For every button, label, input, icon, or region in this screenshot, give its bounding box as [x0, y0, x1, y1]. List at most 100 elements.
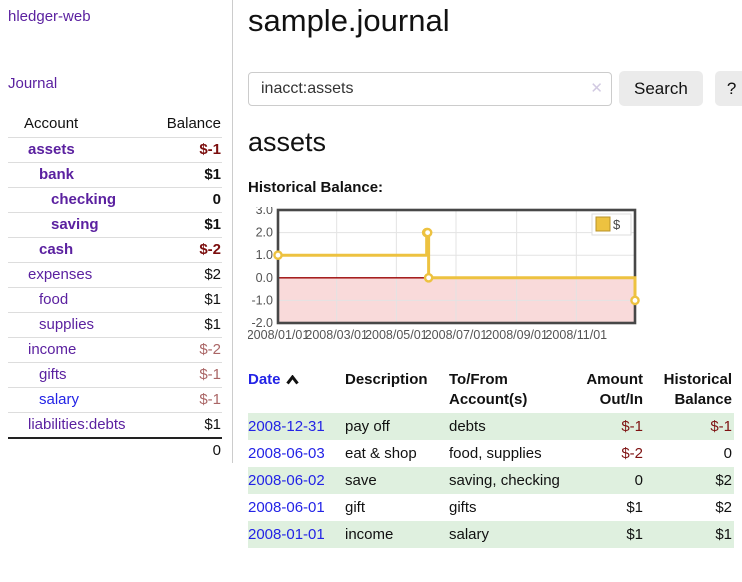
account-balance: $1: [141, 162, 222, 188]
register-row: 2008-06-01 gift gifts $1 $2: [248, 494, 734, 521]
txn-accounts: gifts: [449, 499, 477, 516]
svg-text:2008/09/01: 2008/09/01: [485, 328, 548, 342]
txn-accounts: food, supplies: [449, 445, 542, 462]
txn-description: eat & shop: [345, 445, 417, 462]
accounts-col-balance: Balance: [166, 115, 221, 132]
account-link-cash[interactable]: cash: [39, 241, 74, 258]
account-link-salary[interactable]: salary: [39, 391, 80, 408]
account-row: cash $-2: [8, 237, 222, 263]
register-row: 2008-01-01 income salary $1 $1: [248, 521, 734, 548]
txn-balance: $-1: [645, 413, 734, 440]
register-header-row: Date Description To/From Account(s) Amou…: [248, 367, 734, 413]
account-balance: 0: [141, 187, 222, 213]
account-balance: $1: [141, 412, 222, 438]
account-balance: $-2: [141, 337, 222, 363]
svg-text:$: $: [613, 217, 621, 232]
txn-amount: $1: [571, 521, 645, 548]
txn-balance: $2: [645, 467, 734, 494]
search-bar: ✕ Search ?: [248, 71, 742, 106]
register-col-account: To/From Account(s): [449, 371, 528, 408]
account-balance: $1: [141, 287, 222, 313]
account-link-liabilities-debts[interactable]: liabilities:debts: [28, 416, 126, 433]
txn-date-link[interactable]: 2008-06-03: [248, 445, 325, 462]
account-balance: $-1: [141, 387, 222, 413]
txn-amount: $-1: [571, 413, 645, 440]
main-content: sample.journal ✕ Search ? assets Histori…: [233, 0, 742, 558]
txn-accounts: debts: [449, 413, 571, 440]
account-balance: $1: [141, 312, 222, 338]
txn-description: income: [345, 521, 449, 548]
svg-text:3.0: 3.0: [256, 207, 273, 217]
register-col-amount: Amount Out/In: [586, 371, 643, 408]
account-row: expenses $2: [8, 262, 222, 288]
txn-accounts: saving, checking: [449, 467, 571, 494]
account-row: salary $-1: [8, 387, 222, 413]
account-row: saving $1: [8, 212, 222, 238]
txn-accounts: salary: [449, 521, 571, 548]
sidebar-item-journal[interactable]: Journal: [8, 75, 58, 92]
account-row: liabilities:debts $1: [8, 412, 222, 438]
register-row: 2008-12-31 pay off debts $-1 $-1: [248, 413, 734, 440]
account-link-saving[interactable]: saving: [51, 216, 99, 233]
account-row: supplies $1: [8, 312, 222, 338]
account-link-bank[interactable]: bank: [39, 166, 75, 183]
search-input[interactable]: [248, 71, 612, 106]
brand-link[interactable]: hledger-web: [8, 8, 91, 25]
sort-ascending-icon: [285, 375, 299, 385]
search-button[interactable]: Search: [619, 71, 703, 106]
account-row: gifts $-1: [8, 362, 222, 388]
txn-description: save: [345, 467, 449, 494]
accounts-col-account: Account: [24, 115, 79, 132]
txn-date-link[interactable]: 2008-06-02: [248, 472, 325, 489]
account-balance: $1: [141, 212, 222, 238]
account-heading: assets: [248, 127, 327, 157]
accounts-total-row: 0: [8, 437, 222, 463]
svg-text:2008/07/01: 2008/07/01: [425, 328, 488, 342]
account-row: food $1: [8, 287, 222, 313]
account-row: checking 0: [8, 187, 222, 213]
account-link-assets[interactable]: assets: [28, 141, 75, 158]
txn-balance: $1: [645, 521, 734, 548]
sidebar: hledger-web Journal Account Balance asse…: [0, 0, 233, 463]
sort-by-date-link[interactable]: Date: [248, 370, 299, 390]
account-balance: $-1: [141, 362, 222, 388]
account-row: bank $1: [8, 162, 222, 188]
help-button[interactable]: ?: [714, 71, 742, 106]
svg-text:0.0: 0.0: [256, 271, 273, 285]
account-link-supplies[interactable]: supplies: [39, 316, 95, 333]
account-link-income[interactable]: income: [28, 341, 77, 358]
account-balance: $2: [141, 262, 222, 288]
balance-chart: $3.0 2.0 1.0 0.0 -1.0 -2.02008/01/012008/03/0…: [248, 207, 640, 342]
account-link-gifts[interactable]: gifts: [39, 366, 67, 383]
svg-text:2008/05/01: 2008/05/01: [365, 328, 428, 342]
svg-text:2.0: 2.0: [256, 226, 273, 240]
page-title: sample.journal: [248, 3, 450, 38]
accounts-total-value: 0: [141, 437, 222, 463]
account-link-expenses[interactable]: expenses: [28, 266, 93, 283]
txn-description: pay off: [345, 413, 449, 440]
txn-amount: $1: [626, 499, 643, 516]
txn-date-link[interactable]: 2008-12-31: [248, 418, 325, 435]
register-col-date: Date: [248, 371, 281, 388]
register-table: Date Description To/From Account(s) Amou…: [248, 367, 734, 548]
account-balance: $-2: [141, 237, 222, 263]
txn-date-link[interactable]: 2008-06-01: [248, 499, 325, 516]
account-link-food[interactable]: food: [39, 291, 69, 308]
accounts-header-row: Account Balance: [8, 112, 222, 138]
svg-text:2008/11/01: 2008/11/01: [545, 328, 607, 342]
txn-balance: 0: [723, 445, 732, 462]
chart-title: Historical Balance:: [248, 179, 384, 196]
svg-text:-2.0: -2.0: [251, 316, 273, 330]
txn-date-link[interactable]: 2008-01-01: [248, 526, 325, 543]
svg-text:2008/03/01: 2008/03/01: [305, 328, 368, 342]
account-link-checking[interactable]: checking: [51, 191, 117, 208]
account-balance: $-1: [141, 137, 222, 163]
txn-balance: $2: [715, 499, 732, 516]
txn-description: gift: [345, 499, 366, 516]
register-row: 2008-06-02 save saving, checking 0 $2: [248, 467, 734, 494]
register-col-description: Description: [345, 371, 428, 388]
txn-amount: $-2: [621, 445, 643, 462]
svg-text:2008/01/01: 2008/01/01: [248, 328, 309, 342]
register-col-balance: Historical Balance: [663, 371, 732, 408]
clear-search-icon[interactable]: ✕: [590, 79, 603, 97]
